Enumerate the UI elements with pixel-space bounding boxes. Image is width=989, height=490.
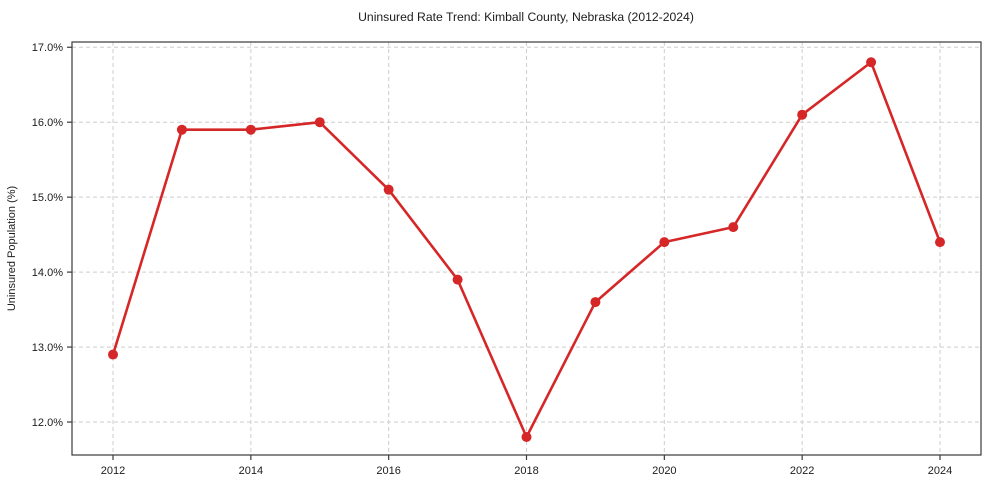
x-tick-label: 2024 <box>928 465 952 477</box>
data-point <box>383 184 394 195</box>
gridlines-layer <box>72 42 981 455</box>
data-point <box>245 124 256 135</box>
y-tick-label: 17.0% <box>32 42 63 54</box>
data-point <box>176 124 187 135</box>
x-tick-label: 2018 <box>514 465 538 477</box>
y-tick-label: 14.0% <box>32 267 63 279</box>
y-tick-label: 13.0% <box>32 342 63 354</box>
data-point <box>590 297 601 308</box>
y-axis-label: Uninsured Population (%) <box>6 186 18 311</box>
chart-title: Uninsured Rate Trend: Kimball County, Ne… <box>358 10 694 24</box>
series-layer <box>108 57 945 443</box>
y-tick-label: 15.0% <box>32 192 63 204</box>
x-tick-label: 2022 <box>790 465 814 477</box>
data-point <box>797 109 808 120</box>
x-tick-label: 2016 <box>376 465 400 477</box>
y-tick-label: 16.0% <box>32 117 63 129</box>
data-point <box>314 117 325 128</box>
y-tick-label: 12.0% <box>32 417 63 429</box>
ticks-layer: 12.0% 13.0% 14.0% 15.0% 16.0% 17.0% 2012 2014 20… <box>32 42 952 477</box>
x-tick-label: 2014 <box>239 465 263 477</box>
data-point <box>452 274 463 285</box>
data-point <box>521 432 532 443</box>
data-point <box>934 237 945 248</box>
data-point <box>728 222 739 233</box>
data-point <box>866 57 877 68</box>
x-tick-label: 2012 <box>101 465 125 477</box>
data-point <box>108 349 119 360</box>
x-tick-label: 2020 <box>652 465 676 477</box>
data-point <box>659 237 670 248</box>
